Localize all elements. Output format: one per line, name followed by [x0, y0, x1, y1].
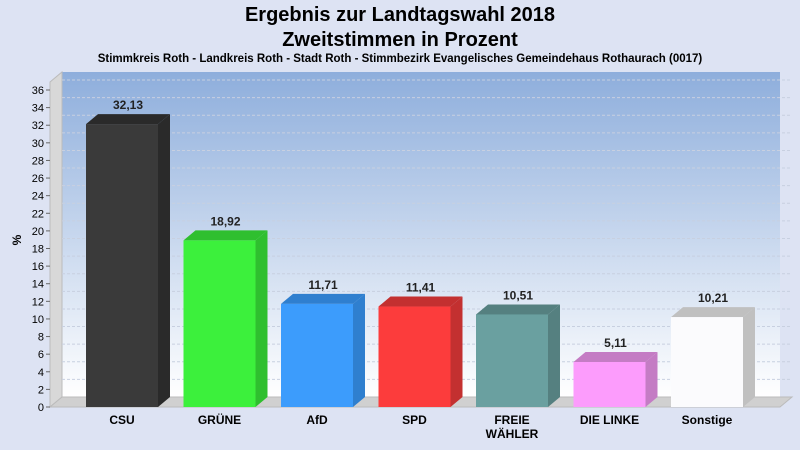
value-label: 11,71 — [308, 278, 338, 292]
bar-spd — [378, 306, 451, 407]
chart-caption: Stimmkreis Roth - Landkreis Roth - Stadt… — [97, 53, 703, 65]
bar-top — [671, 307, 755, 318]
x-tick-label: Sonstige — [682, 413, 733, 427]
bar-side — [450, 296, 463, 407]
value-label: 10,21 — [698, 291, 728, 305]
bar-csu — [86, 124, 158, 407]
value-label: 18,92 — [210, 214, 240, 228]
y-tick-label: 12 — [32, 296, 44, 308]
y-tick-label: 14 — [32, 279, 44, 291]
bar-top — [86, 114, 170, 125]
bar-side — [158, 114, 170, 407]
bar-top — [183, 230, 268, 241]
y-tick-label: 22 — [32, 208, 44, 220]
y-tick-label: 34 — [32, 103, 44, 115]
x-tick-label: SPD — [402, 413, 427, 427]
bar-top — [378, 296, 463, 307]
bar-side — [645, 352, 658, 407]
left-wall — [49, 70, 63, 409]
y-tick-label: 24 — [32, 191, 44, 203]
y-tick-label: 32 — [32, 120, 44, 132]
y-tick-label: 36 — [32, 85, 44, 97]
y-tick-label: 4 — [38, 367, 44, 379]
y-tick-label: 20 — [32, 226, 44, 238]
bar-side — [743, 307, 755, 407]
value-label: 32,13 — [113, 98, 143, 112]
bar-freie-wähler — [476, 314, 548, 407]
y-tick-label: 0 — [38, 402, 44, 414]
bar-side — [255, 230, 268, 407]
x-tick-label: GRÜNE — [198, 412, 241, 427]
x-tick-label: AfD — [306, 413, 328, 427]
bar-die-linke — [573, 362, 646, 407]
y-tick-label: 2 — [38, 384, 44, 396]
x-tick-label: DIE LINKE — [580, 413, 639, 427]
y-tick-label: 18 — [32, 244, 44, 256]
value-label: 11,41 — [406, 281, 436, 295]
x-tick-label: CSU — [109, 413, 134, 427]
y-tick-label: 6 — [38, 349, 44, 361]
value-label: 5,11 — [604, 336, 627, 350]
y-tick-label: 30 — [32, 138, 44, 150]
y-tick-label: 16 — [32, 261, 44, 273]
chart-subtitle: Zweitstimmen in Prozent — [282, 29, 518, 51]
y-tick-label: 28 — [32, 155, 44, 167]
bar-grüne — [183, 240, 256, 407]
bar-sonstige — [671, 317, 743, 407]
bar-side — [353, 293, 365, 407]
y-tick-label: 26 — [32, 173, 44, 185]
x-tick-label: WÄHLER — [486, 426, 539, 441]
y-tick-label: 10 — [32, 314, 44, 326]
y-axis-label: % — [10, 234, 24, 245]
bar-top — [476, 304, 560, 315]
value-label: 10,51 — [503, 288, 533, 302]
x-tick-label: FREIE — [494, 413, 529, 427]
bar-top — [281, 293, 365, 304]
y-tick-label: 8 — [38, 332, 44, 344]
chart-title: Ergebnis zur Landtagswahl 2018 — [244, 4, 556, 26]
bar-afd — [281, 303, 353, 407]
bar-side — [548, 304, 560, 407]
bar-top — [573, 352, 658, 363]
